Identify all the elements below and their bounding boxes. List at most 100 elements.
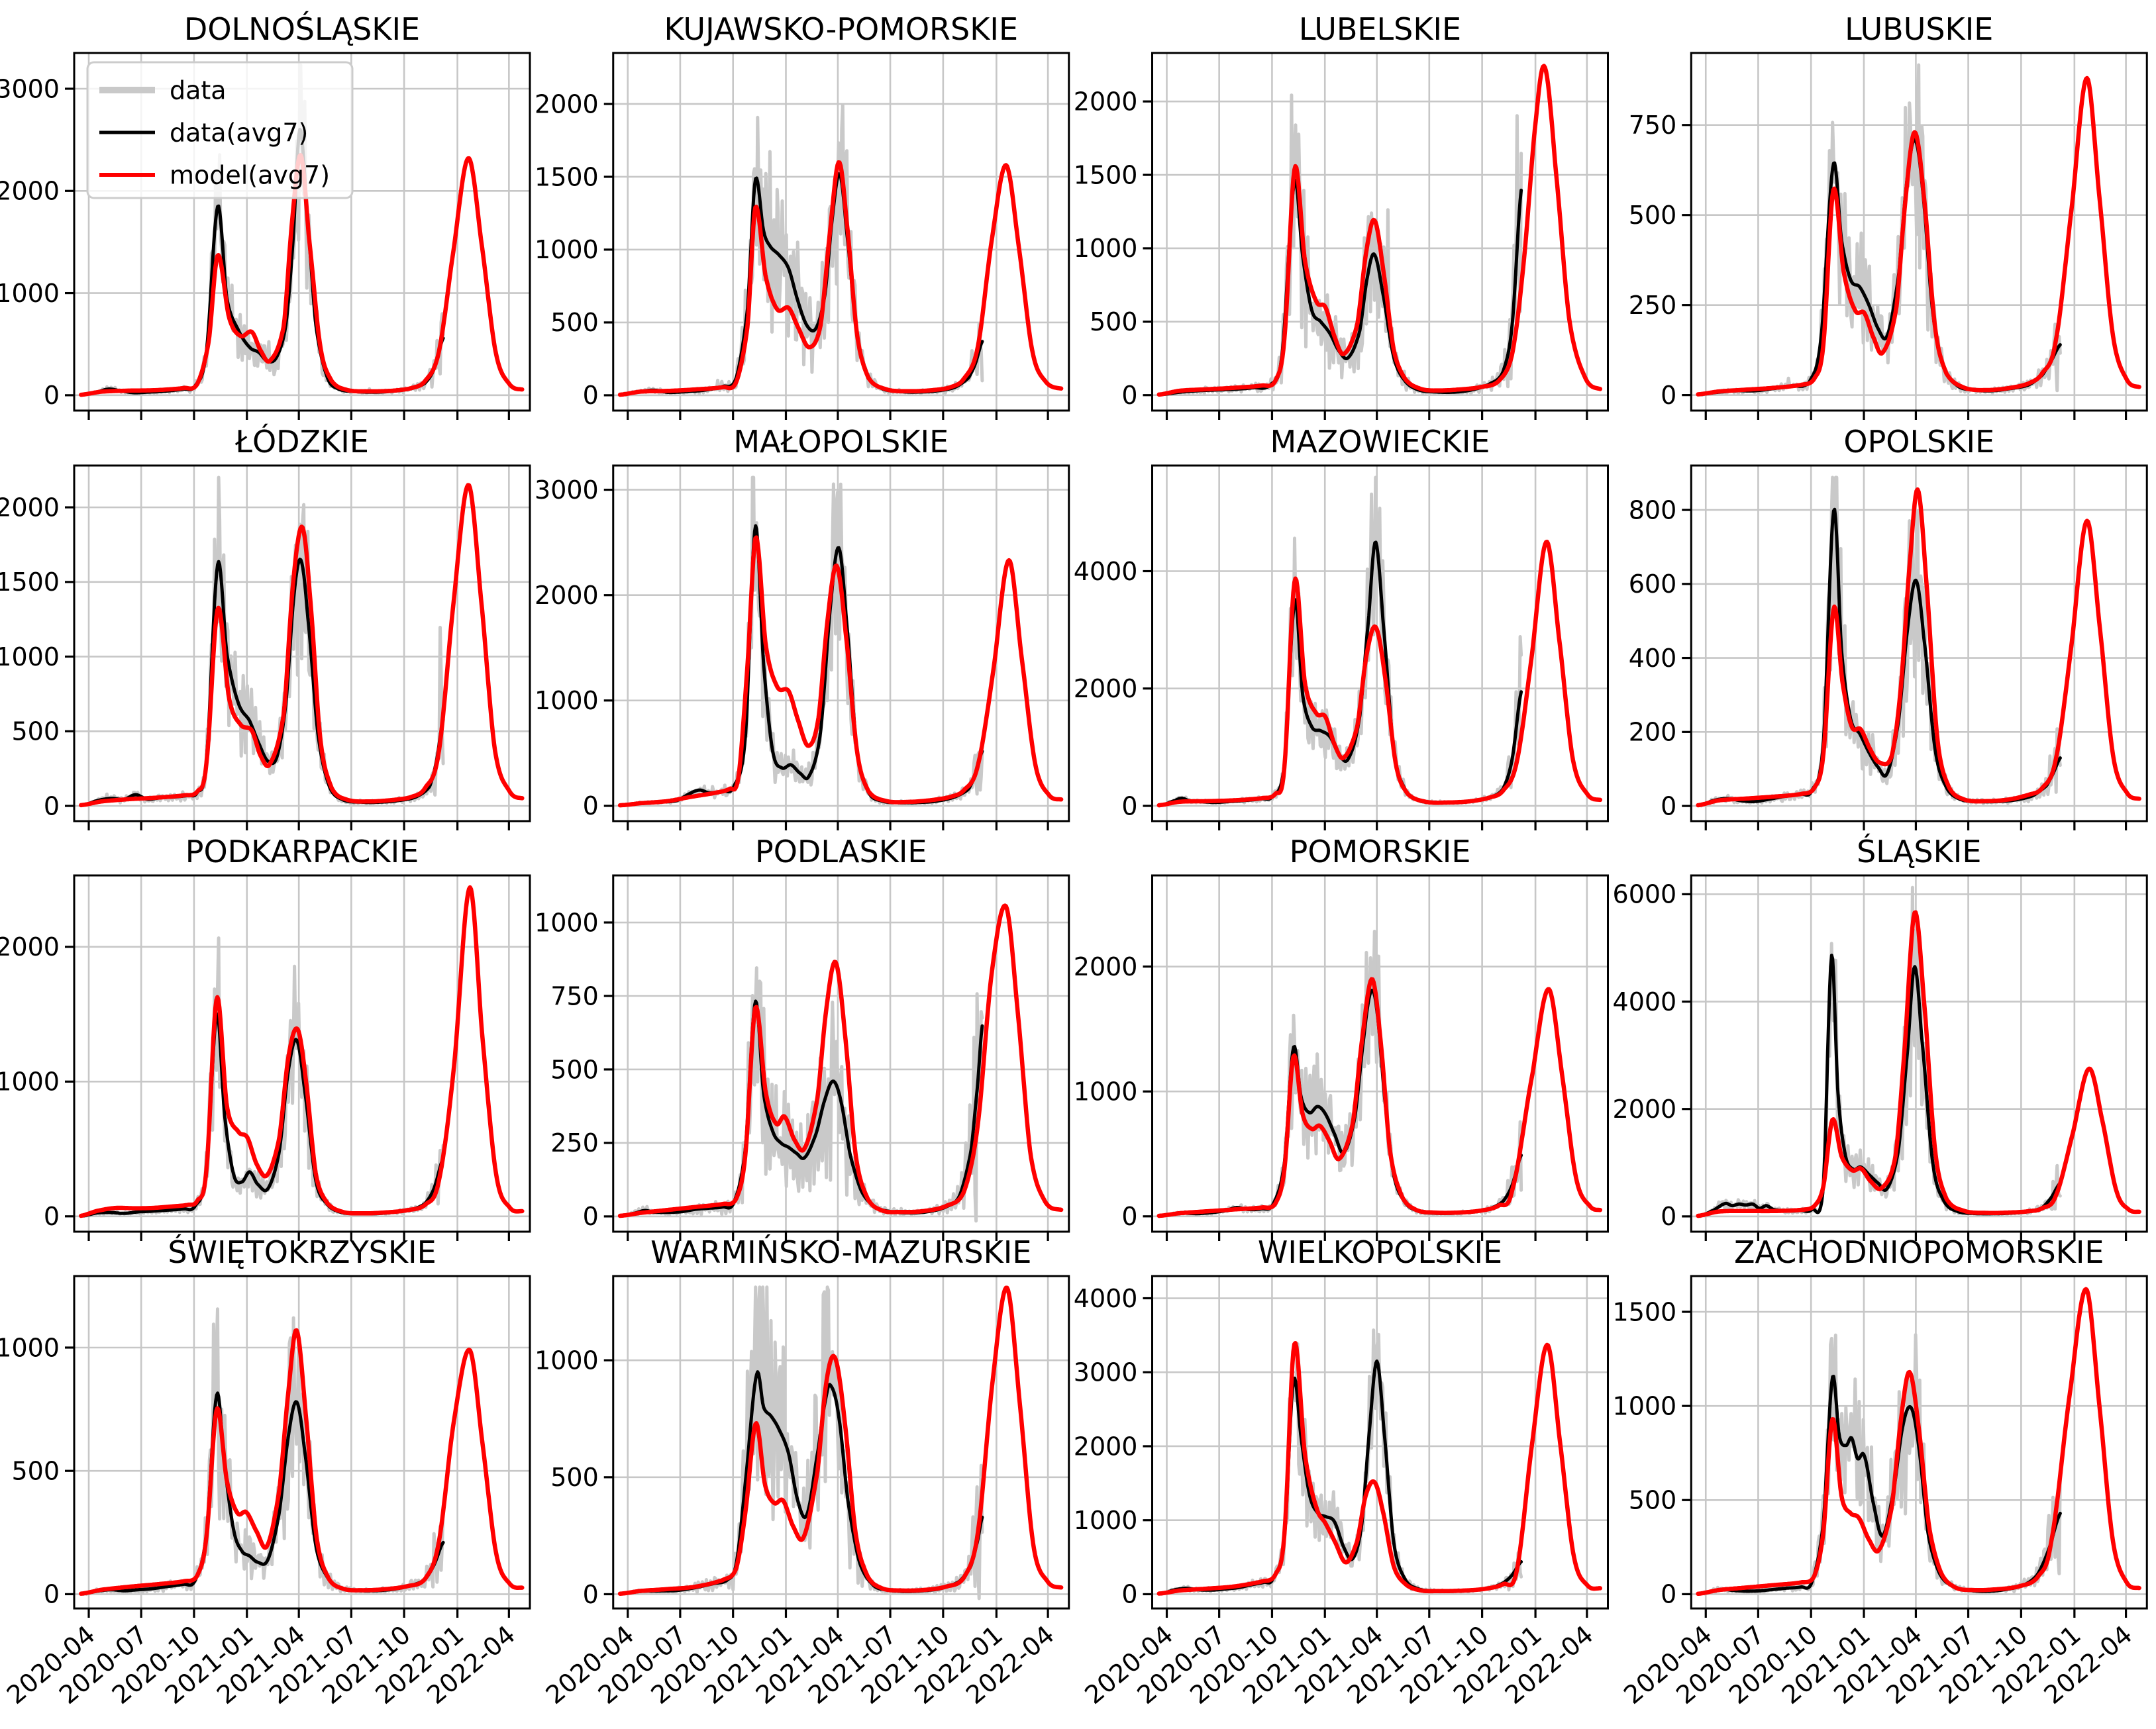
subplot-podlaskie: 0 250 500 750 1000 PODLASKIE (535, 834, 1070, 1241)
subplot-title: WARMIŃSKO-MAZURSKIE (650, 1234, 1031, 1270)
subplot-kujawsko-pomorskie: 0 500 1000 1500 2000 KUJAWSKO-POMORSKIE (535, 11, 1070, 420)
y-tick-label: 0 (44, 1580, 60, 1609)
y-tick-label: 1000 (1074, 234, 1138, 263)
y-tick-label: 0 (583, 791, 599, 820)
y-tick-label: 0 (1121, 791, 1137, 820)
subplot-title: OPOLSKIE (1843, 424, 1994, 460)
data-avg7-line (621, 1370, 984, 1596)
data-daily-line (1698, 475, 2062, 808)
y-tick-label: 250 (550, 1128, 599, 1158)
y-tick-label: 500 (11, 1456, 60, 1485)
y-tick-label: 0 (1121, 1580, 1137, 1609)
y-tick-label: 2000 (1074, 952, 1138, 981)
y-tick-label: 500 (550, 308, 599, 337)
subplot-title: ŚWIĘTOKRZYSKIE (168, 1234, 436, 1270)
y-tick-label: 2000 (1074, 674, 1138, 703)
legend-label: data (170, 75, 227, 105)
tick-marks (603, 921, 1049, 1241)
y-tick-label: 0 (583, 1580, 599, 1609)
model-avg7-line (79, 885, 525, 1218)
data-daily-line (621, 1285, 984, 1601)
y-tick-label: 1500 (1613, 1297, 1677, 1326)
tick-marks (65, 946, 510, 1241)
y-tick-label: 2000 (535, 89, 599, 119)
subplot-opolskie: 0 200 400 600 800 OPOLSKIE (1629, 424, 2148, 830)
y-tick-label: 500 (1629, 201, 1677, 230)
axes-frame (73, 464, 531, 822)
model-avg7-line (1156, 539, 1603, 808)
tick-marks (1143, 1297, 1588, 1618)
y-tick-label: 200 (1629, 718, 1677, 747)
axes-frame (1690, 1275, 2148, 1610)
y-tick-label: 0 (1661, 381, 1676, 410)
y-tick-label: 0 (1121, 1202, 1137, 1231)
y-tick-label: 3000 (535, 475, 599, 505)
subplot-title: MAŁOPOLSKIE (733, 424, 949, 460)
data-avg7-line (1698, 138, 2062, 396)
data-daily-line (1698, 885, 2062, 1218)
tick-marks (1143, 569, 1588, 830)
model-avg7-line (617, 160, 1064, 397)
y-tick-label: 1500 (1074, 160, 1138, 189)
tick-marks (603, 488, 1049, 830)
subplot-title: WIELKOPOLSKIE (1258, 1234, 1502, 1270)
grid-lines (1152, 1276, 1608, 1608)
tick-marks (603, 103, 1049, 420)
y-tick-label: 3000 (0, 74, 60, 103)
model-avg7-line (1696, 75, 2141, 397)
subplot-title: MAZOWIECKIE (1270, 424, 1490, 460)
axes-frame (612, 52, 1070, 412)
y-tick-label: 1000 (0, 279, 60, 308)
grid-lines (613, 875, 1069, 1232)
data-daily-line (81, 1307, 445, 1597)
subplot-dolnoslaskie: 0 1000 2000 3000 DOLNOŚLĄSKIE data data(avg7) m… (0, 11, 531, 420)
y-tick-label: 800 (1629, 495, 1677, 524)
axes-frame (1151, 1275, 1609, 1610)
y-tick-label: 4000 (1613, 987, 1677, 1016)
y-tick-label: 0 (44, 1202, 60, 1231)
axes-frame (1690, 52, 2148, 412)
y-tick-label: 500 (1090, 307, 1138, 336)
y-tick-label: 0 (1661, 791, 1676, 820)
y-tick-label: 2000 (0, 177, 60, 206)
legend: data data(avg7) model(avg7) (86, 61, 354, 199)
y-tick-label: 500 (550, 1055, 599, 1084)
y-tick-label: 0 (1661, 1580, 1676, 1609)
model-avg7-line (79, 483, 525, 808)
tick-marks (1143, 965, 1588, 1241)
y-tick-label: 1000 (535, 1346, 599, 1375)
subplot-wielkopolskie: 010002000300040002020-042020-072020-1020… (1074, 1234, 1609, 1710)
tick-marks (1143, 100, 1588, 420)
y-tick-label: 2000 (1074, 87, 1138, 116)
subplot-mazowieckie: 0 2000 4000 MAZOWIECKIE (1074, 424, 1609, 830)
axes-frame (1690, 464, 2148, 822)
y-tick-label: 400 (1629, 644, 1677, 673)
model-avg7-line (1696, 1287, 2141, 1597)
subplot-swietokrzyskie: 050010002020-042020-072020-102021-012021… (0, 1234, 531, 1710)
subplot-pomorskie: 0 1000 2000 POMORSKIE (1074, 834, 1609, 1241)
y-tick-label: 3000 (1074, 1358, 1138, 1387)
subplot-malopolskie: 0 1000 2000 3000 MAŁOPOLSKIE (535, 424, 1070, 830)
tick-marks (1682, 893, 2128, 1241)
y-tick-label: 600 (1629, 569, 1677, 599)
y-tick-label: 0 (44, 791, 60, 820)
y-tick-label: 1000 (1613, 1391, 1677, 1420)
y-tick-label: 0 (583, 381, 599, 410)
y-tick-label: 0 (583, 1202, 599, 1231)
y-tick-label: 1000 (0, 1333, 60, 1362)
y-tick-label: 1000 (0, 642, 60, 671)
y-tick-label: 500 (550, 1463, 599, 1492)
model-avg7-line (617, 903, 1064, 1218)
legend-box (86, 61, 354, 199)
y-tick-label: 6000 (1613, 880, 1677, 909)
axes-frame (1151, 52, 1609, 412)
data-avg7-line (621, 524, 984, 807)
tick-marks (65, 87, 510, 420)
axes-frame (73, 1275, 531, 1610)
y-tick-label: 1000 (1074, 1077, 1138, 1107)
y-tick-label: 500 (1629, 1486, 1677, 1515)
tick-marks (1682, 1310, 2128, 1618)
subplot-lubelskie: 0 500 1000 1500 2000 LUBELSKIE (1074, 11, 1609, 420)
subplot-lodzkie: 0 500 1000 1500 2000 ŁÓDZKIE (0, 424, 531, 830)
